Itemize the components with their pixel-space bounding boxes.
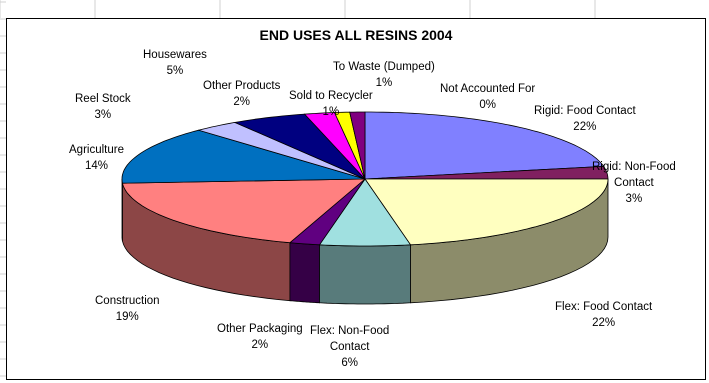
- pie-slice: [349, 111, 366, 180]
- pie-slice: [233, 113, 366, 180]
- pie-slice: [121, 178, 367, 244]
- slice-label: Housewares 5%: [143, 49, 207, 77]
- slice-label: Not Accounted For 0%: [440, 83, 536, 111]
- pie-slice: [303, 112, 366, 180]
- pie-slice: [364, 165, 609, 180]
- pie-slice: [318, 178, 412, 247]
- pie-slice: [121, 129, 366, 184]
- slice-label: Agriculture 14%: [69, 144, 124, 172]
- slice-label: Other Products 2%: [203, 80, 281, 108]
- pie-slice: [364, 178, 609, 246]
- slice-label: Construction 19%: [95, 295, 160, 323]
- slice-label: Sold to Recycler 1%: [289, 90, 373, 118]
- pie-slice-side: [289, 242, 320, 304]
- pie-slice: [288, 178, 366, 246]
- slice-label: To Waste (Dumped) 1%: [333, 61, 435, 89]
- chart-title: END USES ALL RESINS 2004: [259, 27, 453, 43]
- slice-label: Other Packaging 2%: [217, 323, 303, 351]
- slice-label: Reel Stock 3%: [75, 93, 131, 121]
- pie-slice: [364, 111, 605, 180]
- chart-area[interactable]: END USES ALL RESINS 2004 Rigid: Food Con…: [6, 18, 706, 380]
- pie-slice: [197, 121, 366, 180]
- slice-label: Rigid: Non-Food Contact 3%: [592, 161, 676, 205]
- pie-chart: [121, 111, 609, 305]
- pie-slice-side: [319, 244, 411, 305]
- slice-label: Flex: Non-Food Contact 6%: [310, 325, 390, 369]
- slice-label: Rigid: Food Contact 22%: [534, 105, 636, 133]
- slice-label: Flex: Food Contact 22%: [555, 301, 653, 329]
